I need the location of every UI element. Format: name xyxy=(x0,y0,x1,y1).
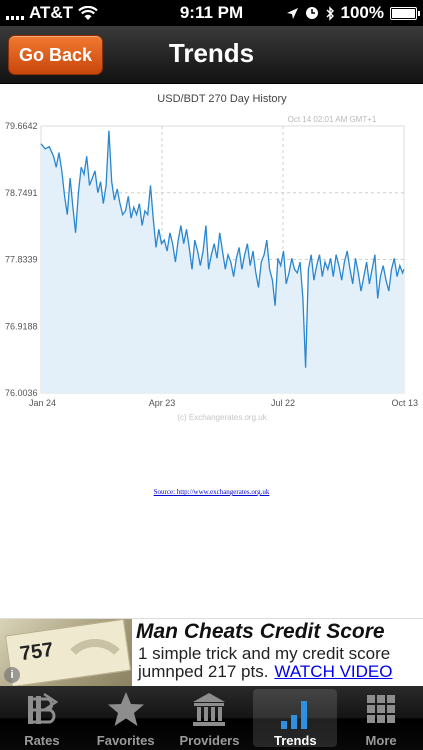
ad-headline[interactable]: Man Cheats Credit Score xyxy=(136,620,385,643)
tab-providers-label: Providers xyxy=(179,733,240,748)
chart-y-tick-label: 79.6642 xyxy=(5,121,38,131)
chart-x-tick-label: Oct 13 xyxy=(391,398,418,408)
ad-line-2-text: jumnped 217 pts. xyxy=(138,662,269,681)
tab-more-label: More xyxy=(365,733,397,748)
tab-favorites[interactable]: Favorites xyxy=(84,686,168,750)
tab-bar: Rates Favorites Providers Trends xyxy=(0,686,423,750)
chart-x-tick-label: Apr 23 xyxy=(149,398,176,408)
status-time: 9:11 PM xyxy=(179,3,244,22)
tab-rates[interactable]: Rates xyxy=(0,686,84,750)
chart-svg: 79.6642 78.7491 77.8339 76.9188 76.0036 Jan … xyxy=(5,93,418,422)
ad-line-1: 1 simple trick and my credit score xyxy=(138,644,391,663)
chart-title: USD/BDT 270 Day History xyxy=(157,93,287,105)
bluetooth-icon xyxy=(326,5,334,21)
chart-x-tick-label: Jan 24 xyxy=(29,398,56,408)
ad-watch-video-link[interactable]: WATCH VIDEO xyxy=(274,662,393,681)
carrier-label: AT&T xyxy=(29,3,74,22)
chart-y-tick-label: 76.0036 xyxy=(5,388,38,398)
chart-series-line xyxy=(40,130,405,368)
tab-rates-label: Rates xyxy=(24,733,60,748)
trends-icon xyxy=(281,701,308,729)
go-back-button[interactable]: Go Back xyxy=(8,35,103,75)
tab-trends[interactable]: Trends xyxy=(253,689,338,748)
chart-timestamp: Oct 14 02:01 AM GMT+1 xyxy=(288,115,377,124)
chart-area-fill xyxy=(41,130,404,393)
star-icon xyxy=(107,692,144,726)
bank-icon xyxy=(193,693,226,726)
ad-line-2: jumnped 217 pts. WATCH VIDEO xyxy=(138,662,392,682)
chart-y-tick-label: 76.9188 xyxy=(5,321,38,331)
trend-chart: 79.6642 78.7491 77.8339 76.9188 76.0036 Jan … xyxy=(0,84,423,434)
chart-y-tick-label: 77.8339 xyxy=(5,255,38,265)
battery-percent: 100% xyxy=(340,3,384,22)
chart-watermark: (c) Exchangerates.org.uk xyxy=(177,413,267,422)
tab-more[interactable]: More xyxy=(339,686,423,750)
status-bar: AT&T 9:11 PM 100% xyxy=(0,0,423,26)
ad-photo[interactable]: 757 i xyxy=(0,619,132,687)
nav-bar: Go Back Trends xyxy=(0,26,423,84)
location-arrow-icon xyxy=(286,7,298,19)
ad-photo-number: 757 xyxy=(18,638,55,666)
ad-banner[interactable]: 757 i Man Cheats Credit Score 1 simple t… xyxy=(0,618,423,687)
rates-icon xyxy=(27,692,59,724)
wifi-icon xyxy=(78,5,98,20)
grid-icon xyxy=(367,695,396,723)
chart-x-tick-label: Jul 22 xyxy=(271,398,295,408)
battery-icon xyxy=(390,6,420,20)
signal-icon xyxy=(6,6,24,20)
tab-trends-label: Trends xyxy=(273,733,317,748)
source-link[interactable]: Source: http://www.exchangerates.org.uk xyxy=(153,488,270,496)
ad-info-icon[interactable]: i xyxy=(4,667,20,683)
alarm-clock-icon xyxy=(305,7,318,19)
page-title: Trends xyxy=(168,38,255,68)
chart-y-tick-label: 78.7491 xyxy=(5,188,38,198)
tab-providers[interactable]: Providers xyxy=(168,686,252,750)
tab-favorites-label: Favorites xyxy=(96,733,155,748)
